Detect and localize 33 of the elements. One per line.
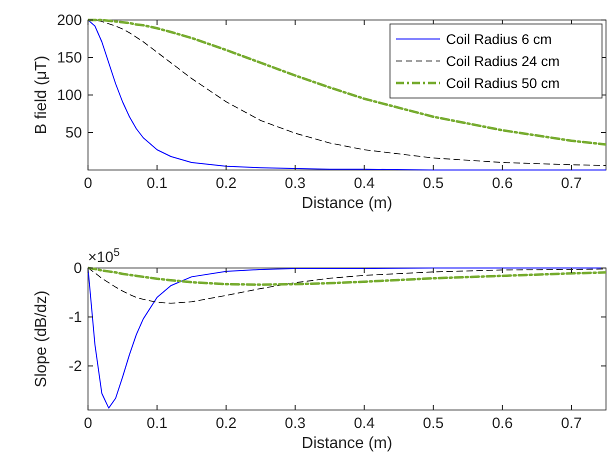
- x-tick-label: 0.5: [422, 415, 444, 432]
- x-tick-label: 0.7: [561, 415, 582, 432]
- x-tick-label: 0: [84, 175, 92, 192]
- x-tick-label: 0.2: [216, 175, 237, 192]
- line-series: [88, 266, 606, 286]
- text: ×10$^{5}$: [88, 247, 120, 266]
- x-axis-title: Distance (m): [302, 435, 392, 452]
- legend-label: Coil Radius 50 cm: [446, 75, 560, 91]
- y-axis-title: Slope (dB/dz): [33, 290, 50, 388]
- x-tick-label: 0: [84, 415, 92, 432]
- x-tick-label: 0.3: [284, 175, 306, 192]
- x-tick-label: 0.2: [216, 415, 237, 432]
- x-tick-label: 0.6: [492, 175, 513, 192]
- line-series: [88, 268, 606, 304]
- y-tick-label: 100: [56, 87, 82, 104]
- y-tick-label: 50: [65, 124, 82, 142]
- legend-label: Coil Radius 24 cm: [446, 53, 560, 69]
- legend-label: Coil Radius 6 cm: [446, 31, 552, 47]
- x-tick-label: 0.4: [354, 175, 375, 192]
- y-tick-label: 0: [74, 260, 82, 277]
- y-axis-title: B field (μT): [33, 56, 50, 134]
- x-tick-label: 0.7: [561, 175, 582, 192]
- x-tick-label: 0.6: [492, 415, 513, 432]
- x-tick-label: 0.5: [422, 175, 444, 192]
- x-tick-label: 0.1: [146, 175, 168, 192]
- x-tick-label: 0.4: [354, 415, 375, 432]
- y-tick-label: 150: [56, 50, 82, 66]
- x-axis-title: Distance (m): [302, 195, 392, 212]
- x-tick-label: 0.3: [284, 415, 306, 432]
- x-tick-label: 0.1: [146, 415, 168, 432]
- y-tick-label: -1: [68, 308, 82, 326]
- y-tick-label: -2: [68, 358, 82, 375]
- y-tick-label: 200: [56, 12, 82, 29]
